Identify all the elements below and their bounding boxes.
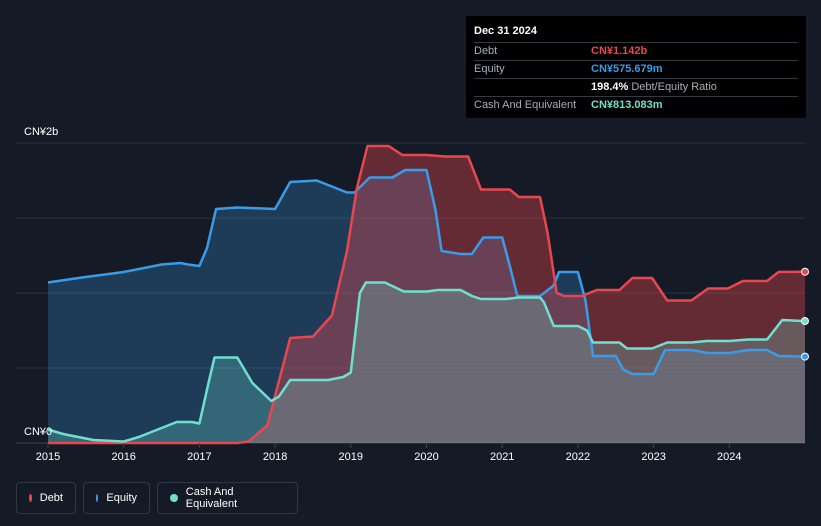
x-tick-label: 2018 xyxy=(263,451,287,463)
tooltip-row-sub: Debt/Equity Ratio xyxy=(631,81,717,93)
x-tick-label: 2021 xyxy=(490,451,514,463)
x-tick-label: 2023 xyxy=(641,451,665,463)
x-tick-label: 2020 xyxy=(414,451,438,463)
tooltip-row-label: Cash And Equivalent xyxy=(474,99,577,111)
tooltip-row: Debt CN¥1.142b xyxy=(474,42,798,60)
legend-label: Debt xyxy=(39,492,63,504)
end-marker-debt xyxy=(801,267,809,276)
tooltip-row: Cash And Equivalent CN¥813.083m xyxy=(474,96,798,114)
tooltip-row: 198.4% Debt/Equity Ratio xyxy=(474,78,798,96)
legend-item-cash-and-equivalent[interactable]: Cash And Equivalent xyxy=(157,482,298,514)
y-axis-ticks: CN¥2b CN¥0 xyxy=(24,126,58,438)
y-tick-label: CN¥2b xyxy=(24,126,58,138)
end-marker-cash-and-equivalent xyxy=(801,317,809,326)
legend-label: Equity xyxy=(106,492,137,504)
series-line-debt xyxy=(48,144,806,445)
tooltip: Dec 31 2024 Debt CN¥1.142b Equity CN¥575.67… xyxy=(466,16,806,118)
chart-lines xyxy=(47,144,806,445)
legend-item-debt[interactable]: Debt xyxy=(16,482,76,514)
end-marker-equity xyxy=(801,352,809,361)
tooltip-row-label xyxy=(474,79,591,96)
x-tick-label: 2016 xyxy=(111,451,135,463)
legend-dot-icon xyxy=(29,494,32,502)
tooltip-rows: Debt CN¥1.142b Equity CN¥575.679m 198.4% Debt… xyxy=(474,42,798,114)
x-tick-label: 2024 xyxy=(717,451,741,463)
x-tick-label: 2019 xyxy=(339,451,363,463)
tooltip-row: Equity CN¥575.679m xyxy=(474,60,798,78)
tooltip-row-value: CN¥575.679m xyxy=(591,63,663,75)
chart-areas xyxy=(48,146,805,443)
x-tick-label: 2015 xyxy=(36,451,60,463)
tooltip-row-value: CN¥1.142b xyxy=(591,45,648,57)
x-tick-label: 2017 xyxy=(187,451,211,463)
legend-dot-icon xyxy=(96,494,99,502)
series-line-equity xyxy=(47,168,806,376)
y-tick-label: CN¥0 xyxy=(24,426,52,438)
chart-grid xyxy=(16,142,805,444)
x-tick-label: 2022 xyxy=(566,451,590,463)
legend-item-equity[interactable]: Equity xyxy=(83,482,150,514)
chart-end-markers xyxy=(801,267,809,361)
tooltip-row-label: Equity xyxy=(474,63,505,75)
series-area-equity xyxy=(48,170,805,443)
series-area-debt xyxy=(48,146,805,443)
legend-label: Cash And Equivalent xyxy=(185,486,238,510)
tooltip-row-label: Debt xyxy=(474,45,498,57)
tooltip-date: Dec 31 2024 xyxy=(474,25,537,37)
series-area-cash-and-equivalent xyxy=(48,282,805,443)
series-line-cash-and-equivalent xyxy=(47,281,806,443)
legend-dot-icon xyxy=(170,494,178,502)
tooltip-row-value: CN¥813.083m xyxy=(591,99,663,111)
x-axis-ticks: 2015 2016 2017 2018 2019 2020 2021 2022 2023 2024 xyxy=(36,443,742,463)
tooltip-row-value: 198.4% xyxy=(591,81,629,93)
